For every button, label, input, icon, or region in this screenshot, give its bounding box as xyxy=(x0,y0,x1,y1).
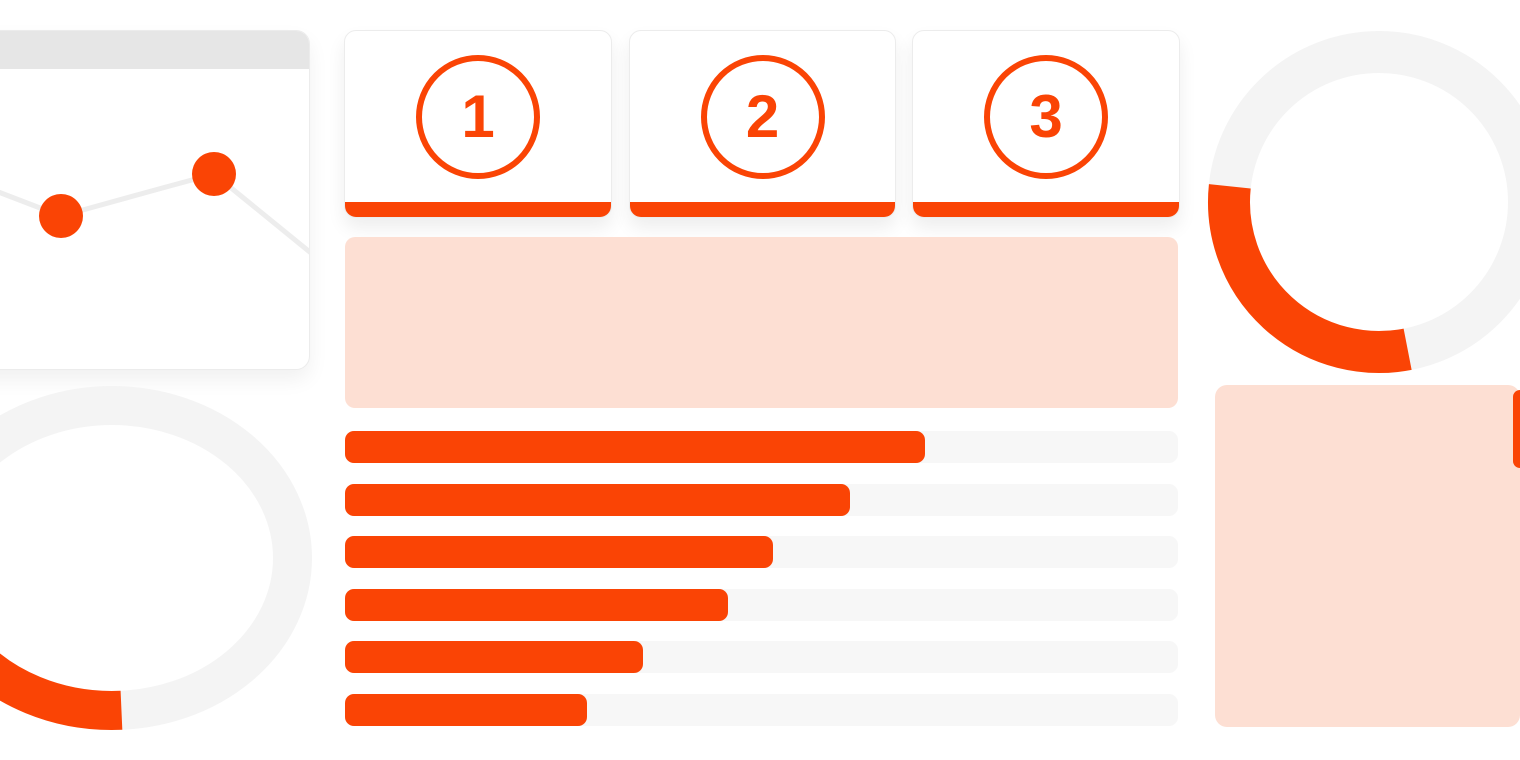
bar-track xyxy=(345,641,1178,673)
bar-fill xyxy=(345,431,925,463)
bar-track xyxy=(345,536,1178,568)
step-number-3: 3 xyxy=(1029,82,1063,150)
bar-track xyxy=(345,588,1178,621)
step-number-2: 2 xyxy=(745,82,780,150)
line-chart-dot xyxy=(192,152,236,196)
step-number-badge-3: 3 xyxy=(984,54,1108,179)
bar-fill xyxy=(345,536,774,568)
step-number-badge-1: 1 xyxy=(416,54,540,179)
bar-fill xyxy=(345,641,644,673)
bar-track xyxy=(345,693,1178,726)
donut-top-right-segment xyxy=(1208,184,1412,373)
horizontal-bar-chart xyxy=(345,431,1178,726)
bar-track xyxy=(345,431,1178,463)
bar-fill xyxy=(345,693,588,726)
bar-track xyxy=(345,483,1178,516)
bar-fill xyxy=(345,588,729,621)
step-card-accent-bar-2 xyxy=(630,202,895,217)
donut-chart-bottom-left xyxy=(0,386,312,730)
step-card-accent-bar-1 xyxy=(345,202,611,217)
step-number-badge-2: 2 xyxy=(700,54,825,179)
scrollbar-thumb[interactable] xyxy=(1513,390,1520,468)
step-card-2[interactable]: 2 xyxy=(629,30,896,218)
line-chart-card xyxy=(0,30,310,370)
donut-bottom-left-segment xyxy=(0,653,123,730)
donut-bottom-left-track xyxy=(0,386,312,730)
step-card-accent-bar-3 xyxy=(913,202,1179,217)
side-panel xyxy=(1215,385,1520,727)
highlight-panel xyxy=(345,237,1178,408)
line-chart xyxy=(0,152,309,255)
donut-chart-top-right xyxy=(1208,31,1520,373)
step-card-3[interactable]: 3 xyxy=(912,30,1180,218)
bar-fill xyxy=(345,483,850,516)
step-number-1: 1 xyxy=(461,82,495,150)
step-card-1[interactable]: 1 xyxy=(344,30,612,218)
line-chart-card-header xyxy=(0,31,309,69)
line-chart-dot xyxy=(39,194,83,238)
